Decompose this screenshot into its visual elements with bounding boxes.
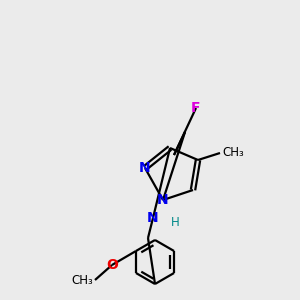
Text: O: O <box>106 258 118 272</box>
Text: N: N <box>139 161 151 175</box>
Text: H: H <box>171 217 179 230</box>
Text: CH₃: CH₃ <box>71 274 93 286</box>
Text: CH₃: CH₃ <box>222 146 244 160</box>
Text: N: N <box>147 211 159 225</box>
Text: F: F <box>191 101 201 115</box>
Text: N: N <box>157 193 169 207</box>
